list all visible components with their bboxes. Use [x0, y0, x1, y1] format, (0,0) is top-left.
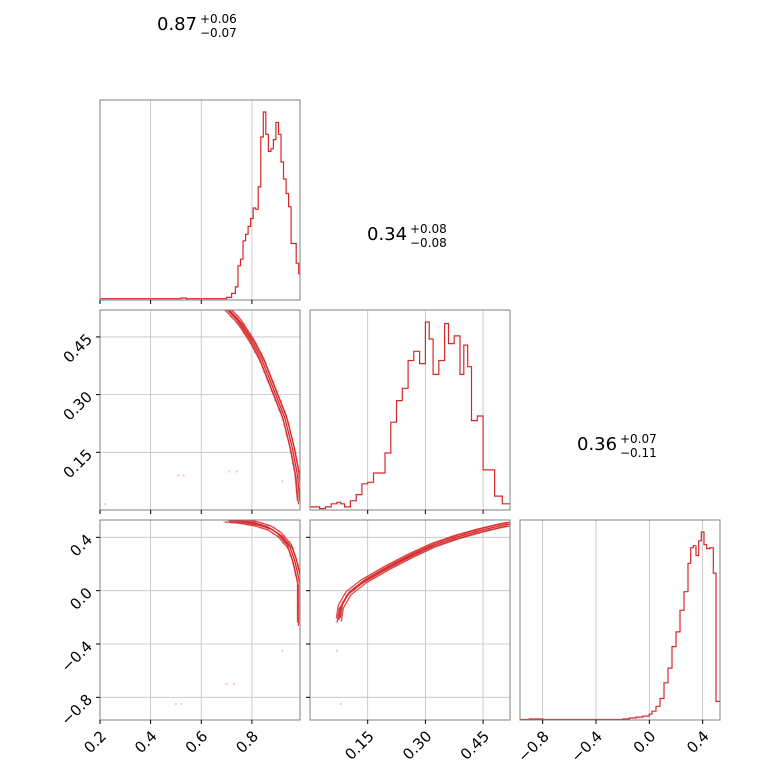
y-tick-label: −0.4: [58, 637, 96, 675]
sample-point: [231, 517, 234, 520]
param-1-summary-plus: +0.08: [410, 222, 447, 236]
histogram-param-1: [310, 321, 510, 510]
sample-point: [301, 611, 304, 614]
sample-point: [103, 503, 107, 506]
param-0-summary-minus: −0.07: [200, 26, 237, 40]
param-0-summary-median: 0.87: [157, 14, 197, 35]
contour-line: [339, 521, 510, 619]
sample-point: [339, 702, 342, 706]
x-tick-label: 0.4: [131, 727, 161, 757]
contour-line: [226, 310, 299, 501]
x-tick-label: 0.2: [80, 727, 110, 757]
contour-line: [230, 310, 300, 492]
x-tick-label: 0.15: [341, 727, 377, 760]
histogram-param-0: [100, 111, 300, 300]
pair-0-1: [103, 310, 300, 506]
contour-line: [335, 521, 508, 619]
sample-point: [335, 649, 339, 652]
x-tick-label: −0.4: [568, 727, 606, 760]
sample-point: [281, 649, 284, 652]
hist-panel-1: [309, 309, 511, 511]
hist-panel-0: [99, 99, 301, 301]
x-tick-label: −0.8: [514, 727, 552, 760]
sample-point: [232, 682, 236, 686]
sample-point: [235, 470, 238, 473]
sample-point: [177, 474, 180, 477]
contour-line: [229, 520, 300, 578]
sample-point: [301, 591, 304, 594]
contour-line: [228, 310, 300, 484]
contour-line: [336, 525, 509, 623]
pair-1-2: [335, 521, 510, 706]
param-1-summary-median: 0.34: [367, 224, 407, 245]
x-tick-label: 0.8: [232, 727, 262, 757]
contour-line: [227, 310, 300, 503]
x-tick-label: 0.0: [630, 727, 660, 757]
contour-line: [226, 520, 300, 624]
param-0-summary-plus: +0.06: [200, 12, 237, 26]
y-tick-label: −0.8: [58, 691, 96, 729]
param-2-summary-minus: −0.11: [620, 446, 657, 460]
sample-point: [182, 474, 185, 477]
sample-point: [281, 479, 284, 483]
x-tick-label: 0.45: [457, 727, 493, 760]
contour-line: [340, 525, 510, 622]
contour-line: [225, 521, 300, 626]
y-tick-label: 0.15: [60, 446, 96, 482]
x-tick-label: 0.4: [683, 727, 713, 757]
y-tick-label: 0.4: [66, 531, 96, 561]
pair-0-2: [174, 517, 304, 706]
sample-point: [179, 702, 183, 706]
sample-point: [225, 682, 228, 686]
pair-panel-0-2: [99, 519, 301, 721]
histogram-param-2: [520, 531, 720, 721]
sample-point: [227, 470, 231, 473]
contour-line: [243, 520, 300, 579]
x-tick-label: 0.6: [182, 727, 212, 757]
x-tick-label: 0.30: [399, 727, 435, 760]
param-1-summary-minus: −0.08: [410, 236, 447, 250]
contour-line: [224, 310, 300, 505]
contour-line: [234, 520, 299, 623]
pair-panel-0-1: [99, 309, 301, 511]
param-2-summary-plus: +0.07: [620, 432, 657, 446]
sample-point: [174, 702, 178, 706]
hist-panel-2: [519, 519, 721, 721]
param-2-summary-median: 0.36: [577, 434, 617, 455]
y-tick-label: 0.0: [66, 584, 96, 614]
y-tick-label: 0.45: [60, 330, 96, 366]
pair-panel-1-2: [309, 519, 511, 721]
contour-line: [338, 523, 510, 621]
y-tick-label: 0.30: [60, 388, 96, 424]
